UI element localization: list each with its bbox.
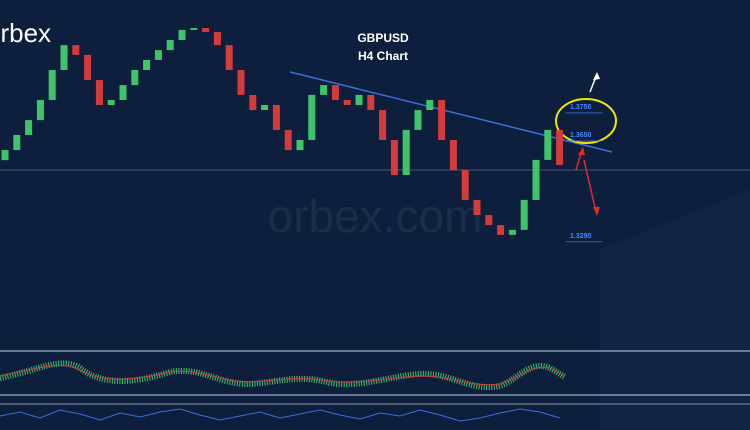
candle (284, 129, 292, 151)
candle (355, 94, 363, 105)
candle (84, 54, 92, 81)
candle (225, 45, 233, 70)
candle (72, 45, 80, 55)
candle (36, 99, 44, 121)
candle (213, 31, 221, 46)
candle (308, 94, 316, 140)
levels: 1.3750 1.3650 1.3290 (566, 104, 602, 243)
candle (532, 159, 540, 200)
candle (178, 29, 186, 41)
candle (556, 129, 564, 165)
candle (461, 169, 469, 200)
candles (1, 28, 564, 235)
arrow-head (578, 147, 585, 155)
candle (190, 28, 198, 30)
watermark: orbex.com (268, 190, 483, 242)
candle (414, 110, 422, 130)
chart-subtitle: H4 Chart (358, 49, 408, 63)
candle (520, 199, 528, 230)
candle (544, 129, 552, 160)
arrow-down-red (583, 159, 597, 213)
arrow-head (593, 207, 600, 216)
candle (154, 50, 162, 60)
candle (107, 99, 115, 105)
candle (426, 99, 434, 111)
candle (60, 45, 68, 70)
highlight-ellipse (555, 98, 617, 144)
candle (485, 215, 493, 226)
candle (261, 105, 269, 111)
candle (131, 70, 139, 86)
candle (249, 94, 257, 111)
candle (202, 28, 210, 32)
background-shape (600, 190, 750, 430)
candle (367, 94, 375, 111)
chart-title: GBPUSD (357, 31, 409, 45)
candle (343, 99, 351, 105)
level-label: 1.3290 (570, 233, 592, 240)
logo: orbex (0, 18, 51, 48)
candle (449, 140, 457, 170)
candle (48, 70, 56, 100)
candle (272, 105, 280, 130)
candle (438, 99, 446, 140)
candle (237, 70, 245, 95)
rsi-line (0, 408, 561, 422)
candle (390, 140, 398, 175)
candle (143, 59, 151, 70)
candle (508, 229, 516, 235)
oscillator-histogram (0, 360, 567, 391)
oscillator-signal (0, 364, 566, 386)
candle (1, 150, 9, 161)
candle (296, 140, 304, 151)
candle (497, 225, 505, 235)
candle (379, 110, 387, 140)
candle (25, 120, 33, 135)
level-label: 1.3750 (570, 104, 592, 111)
arrow-head (593, 72, 600, 80)
candle (473, 199, 481, 216)
candle (95, 80, 103, 105)
candle (320, 85, 328, 95)
candle (119, 85, 127, 100)
candle (166, 40, 174, 51)
candle (13, 134, 21, 151)
candle (402, 129, 410, 175)
level-label: 1.3650 (570, 132, 592, 139)
candle (331, 85, 339, 100)
